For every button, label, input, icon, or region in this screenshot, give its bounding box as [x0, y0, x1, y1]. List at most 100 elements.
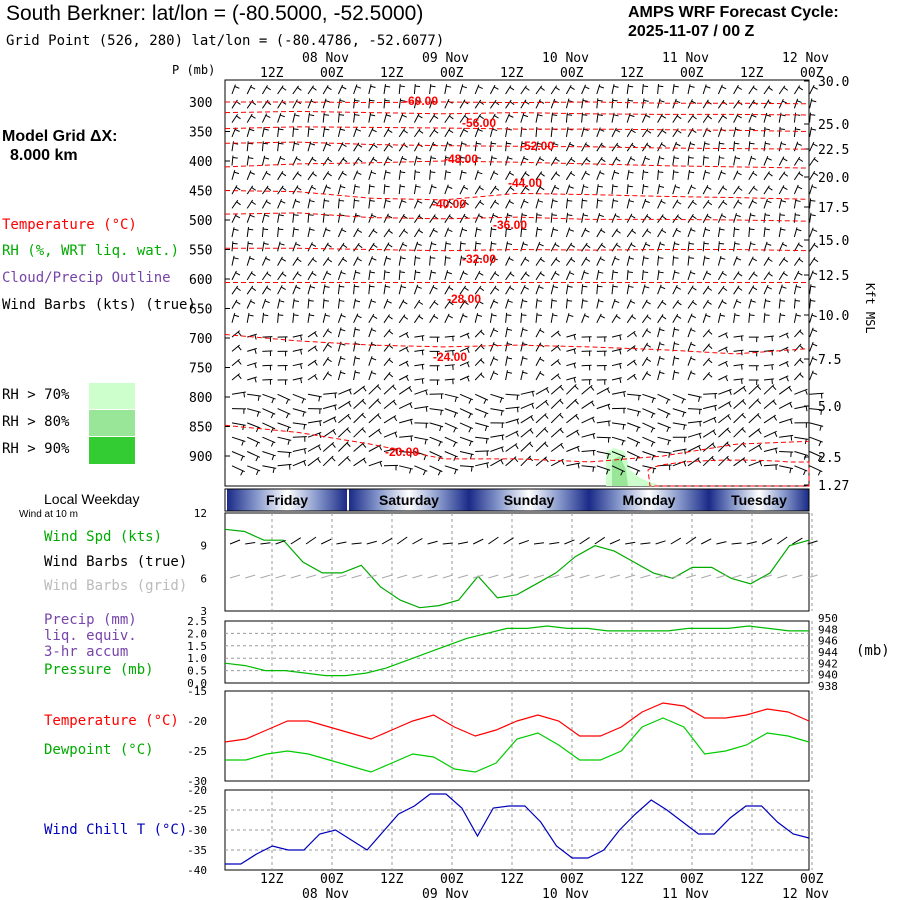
wind-barb-flag [795, 214, 801, 216]
wind-barb-flag [385, 285, 391, 288]
wind-barb [748, 185, 755, 195]
windchill-ytick: -30 [187, 824, 207, 837]
wind-barb-flag [477, 171, 483, 175]
wind-barb-flag [737, 287, 743, 291]
wind-barb [398, 169, 402, 180]
rh70-swatch [89, 383, 135, 409]
wind-barb-flag [597, 99, 603, 102]
wind-barb [383, 328, 391, 338]
wind-barb-flag [585, 244, 591, 249]
wind-barb-flag [355, 214, 361, 217]
wind-barb-flag [674, 371, 680, 374]
wind-barb-flag [393, 416, 398, 422]
wind-barb [672, 199, 679, 209]
wind-barb [459, 313, 464, 323]
wind-barb [307, 331, 317, 338]
wind-barb-flag [554, 243, 560, 248]
wind-barb [702, 169, 707, 180]
wind-barb-flag [811, 314, 817, 318]
wind-barb-grid [351, 574, 362, 579]
wind-barb [444, 270, 449, 281]
wind-barb-flag [362, 386, 367, 392]
wind-barb-flag [339, 99, 345, 103]
wind-barb-flag [346, 442, 351, 447]
wind-barb-flag [388, 330, 394, 335]
wind-barb-flag [355, 128, 362, 132]
wind-barb [322, 126, 326, 137]
wind-barb-flag [544, 442, 549, 448]
wind-barb [231, 241, 234, 252]
wind-barb [413, 284, 419, 295]
wind-barb-flag [509, 172, 515, 176]
wind-barb-flag [752, 86, 758, 91]
wind-barb [322, 312, 327, 323]
wind-barb-10m [746, 541, 757, 545]
wind-barb-flag [582, 285, 588, 288]
wind-barb-flag [765, 300, 771, 303]
wind-barb-flag [327, 358, 332, 363]
wind-barb-flag [567, 214, 573, 217]
wind-barb-flag [506, 142, 512, 145]
wind-barb-flag [521, 214, 527, 217]
wind-barb-flag [480, 359, 485, 364]
wind-barb-flag [719, 242, 725, 245]
wind-barb-flag [741, 350, 743, 356]
wind-barb [459, 255, 463, 266]
wind-barb [292, 256, 299, 266]
windchill-ytick: -25 [187, 804, 207, 817]
wind-barb-flag [506, 371, 513, 374]
wind-barb [444, 227, 449, 238]
wind-barb-flag [818, 441, 822, 447]
wind-barb-flag [437, 456, 441, 462]
wind-barb-flag [674, 328, 680, 331]
wind-barb-flag [388, 359, 394, 364]
wind-barb-grid [397, 574, 408, 579]
wind-barb-flag [539, 343, 545, 348]
wind-barb [702, 285, 710, 295]
wind-barb [398, 374, 409, 381]
wind-barb [778, 141, 783, 152]
wind-barb-flag [270, 441, 274, 447]
wind-barb [809, 370, 814, 381]
wind-barb [307, 242, 313, 252]
wind-barb [231, 358, 240, 367]
wind-barb-flag [354, 114, 360, 116]
wind-barb-flag [812, 357, 818, 361]
wind-barb-flag [491, 142, 497, 145]
wind-barb-flag [582, 99, 588, 102]
wind-barb-flag [448, 315, 453, 319]
wind-barb-flag [524, 101, 530, 105]
wind-barb [383, 112, 388, 123]
pressure-tick-label: 350 [189, 126, 212, 141]
wind-barb [565, 257, 573, 266]
wind-barb [550, 284, 555, 295]
wind-barb-flag [525, 272, 530, 277]
wind-barb [444, 99, 450, 109]
wind-barb-flag [361, 428, 366, 433]
wind-barb-flag [506, 228, 512, 231]
wind-barb-flag [466, 348, 470, 354]
wind-barb [459, 241, 462, 252]
wind-barb [763, 284, 769, 295]
wind-barb-grid [701, 574, 712, 579]
wind-barb [702, 299, 709, 309]
wind-barb-flag [296, 272, 302, 277]
wind-barb [520, 99, 527, 109]
wind-barb-flag [357, 158, 363, 163]
wind-barb-flag [251, 187, 256, 191]
wind-barb-flag [665, 413, 669, 419]
wind-barb-flag [508, 114, 514, 118]
wind-barb [626, 269, 629, 280]
top-date-label: 09 Nov [422, 51, 469, 66]
wind-barb-flag [676, 115, 682, 120]
wind-barb-grid [761, 574, 773, 579]
wind-barb-flag [521, 228, 527, 231]
wind-barb [793, 126, 797, 137]
wind-barb-flag [812, 271, 818, 275]
wind-barb-flag [786, 376, 789, 382]
legend-rh: RH (%, WRT liq. wat.) [2, 243, 180, 259]
wind-barb-10m [260, 542, 271, 545]
wind-at-label: Wind at 10 m [19, 509, 78, 520]
wind-barb-10m [381, 537, 393, 545]
wind-barb [489, 227, 493, 238]
